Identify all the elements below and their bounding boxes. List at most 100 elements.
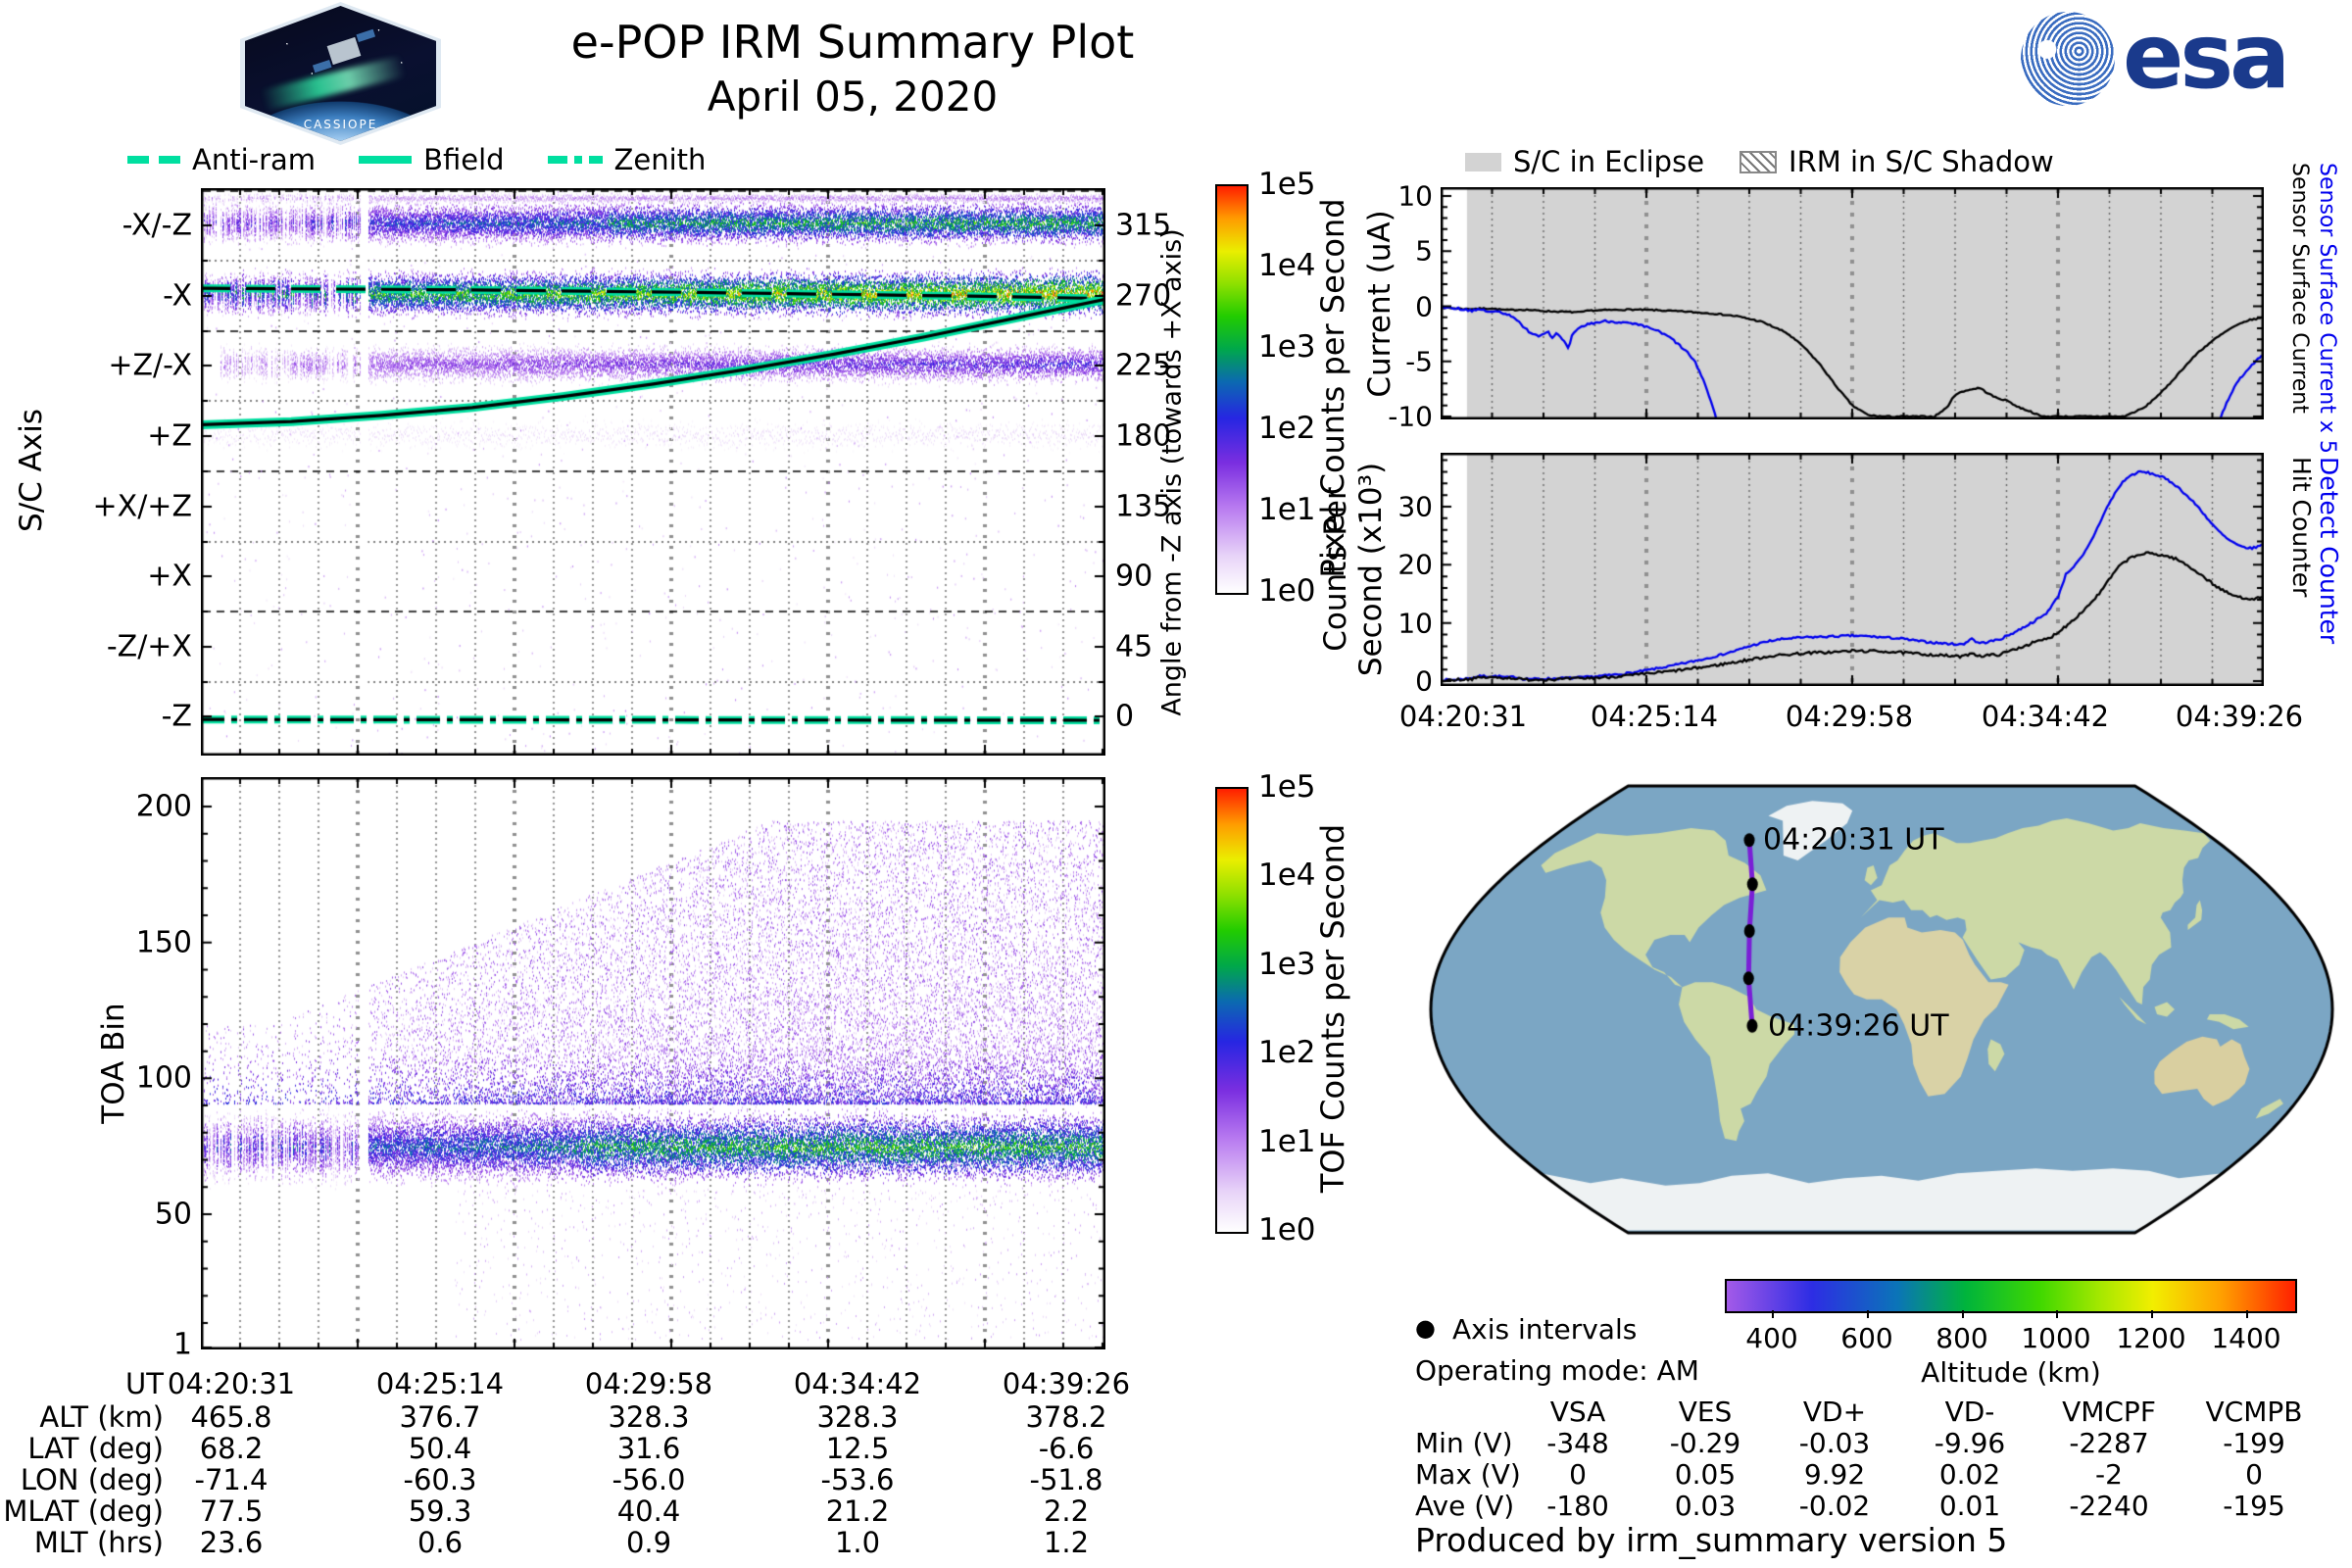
volt-cell: -9.96 [1934,1427,2006,1459]
volt-col: VMCPF [2062,1396,2156,1428]
table-cell: 12.5 [825,1432,890,1465]
time-tick: 04:39:26 [2175,700,2304,733]
volt-cell: -180 [1546,1490,1609,1522]
table-cell: 328.3 [816,1400,899,1434]
legend-bfield-label: Bfield [423,143,505,176]
angle-tick: 90 [1115,559,1153,594]
volt-col: VES [1678,1396,1733,1428]
table-cell: 0.9 [625,1526,672,1559]
tof-colorbar [1215,787,1249,1234]
cb-tick: 1e5 [1258,167,1316,202]
angle-tick: 225 [1115,348,1172,383]
volt-col: VD+ [1802,1396,1867,1428]
table-cell: 378.2 [1025,1400,1107,1434]
cassiope-mission-patch-icon: CASSIOPE [240,2,441,145]
volt-cell: -195 [2223,1490,2285,1522]
angle-tick: 45 [1115,629,1153,664]
table-cell: 50.4 [408,1432,472,1465]
cnt-ytick: 0 [1415,664,1433,698]
axis-intervals-label: Axis intervals [1452,1313,1638,1346]
map-end-time-label: 04:39:26 UT [1768,1008,1949,1044]
cb-tick: 1e0 [1258,573,1316,609]
satellite-graphic [326,36,362,66]
table-cell: 04:20:31 [167,1367,296,1400]
volt-cell: -0.02 [1798,1490,1871,1522]
sc-ytick: -X/-Z [122,208,192,243]
volt-row-label: Max (V) [1415,1458,1521,1491]
table-cell: 04:29:58 [584,1367,713,1400]
alt-tick-label: 1400 [2211,1322,2281,1354]
volt-row-label: Ave (V) [1415,1490,1515,1522]
page-title: e-POP IRM Summary Plot [570,16,1135,69]
volt-cell: 0 [1569,1458,1587,1491]
counters-right-label-black: Hit Counter [2287,457,2316,598]
volt-cell: -199 [2223,1427,2285,1459]
table-cell: 376.7 [399,1400,481,1434]
esa-globe-icon [2021,12,2115,106]
zenith-dashdot-line-icon [547,156,603,164]
map-start-time-label: 04:20:31 UT [1763,822,1944,858]
esa-wordmark: esa [2123,4,2290,109]
table-cell: 1.2 [1043,1526,1090,1559]
cb-tick: 1e4 [1258,858,1316,893]
cb-tick: 1e1 [1258,492,1316,527]
cur-ytick: 10 [1397,179,1433,213]
cb-tick: 1e3 [1258,329,1316,365]
cur-ytick: -5 [1405,345,1433,378]
patch-text: CASSIOPE [303,118,378,131]
table-row-label-ut: UT [125,1367,164,1400]
table-cell: 23.6 [199,1526,264,1559]
alt-tick-label: 800 [1936,1322,1988,1354]
bfield-solid-line-icon [359,156,413,164]
shadow-legend: S/C in Eclipse IRM in S/C Shadow [1465,145,2054,178]
table-cell: -56.0 [612,1463,686,1496]
pointing-legend: Anti-ram Bfield Zenith [127,143,706,176]
table-cell: 40.4 [616,1494,681,1528]
cb-tick: 1e2 [1258,411,1316,446]
legend-anti-ram-label: Anti-ram [192,143,317,176]
cnt-ytick: 10 [1397,607,1433,640]
volt-cell: 0.05 [1674,1458,1737,1491]
table-cell: 21.2 [825,1494,890,1528]
current-chart [1441,187,2264,419]
current-right-label-black: Sensor Surface Current [2287,163,2312,414]
world-map [1421,779,2342,1240]
eclipse-swatch-icon [1465,152,1501,172]
page-subtitle: April 05, 2020 [707,73,999,121]
alt-tick-label: 600 [1840,1322,1893,1354]
table-cell: -51.8 [1029,1463,1103,1496]
table-cell: 465.8 [190,1400,272,1434]
cb-tick: 1e2 [1258,1035,1316,1070]
shadow-hatch-swatch-icon [1740,150,1778,173]
volt-cell: -348 [1546,1427,1609,1459]
table-cell: -6.6 [1038,1432,1095,1465]
current-ylabel: Current (uA) [1362,210,1397,398]
legend-eclipse-label: S/C in Eclipse [1513,145,1705,178]
time-tick: 04:25:14 [1590,700,1719,733]
cb-tick: 1e5 [1258,769,1316,805]
footer-version-text: Produced by irm_summary version 5 [1415,1521,2008,1559]
table-cell: -71.4 [194,1463,269,1496]
toa-ylabel: TOA Bin [96,1003,131,1124]
table-cell: 04:25:14 [375,1367,505,1400]
table-cell: -60.3 [403,1463,477,1496]
pixel-colorbar [1215,184,1249,595]
legend-zenith-label: Zenith [613,143,707,176]
sc-ytick: +X [147,559,192,594]
alt-tick-label: 1000 [2021,1322,2091,1354]
counters-right-label-blue: Detect Counter [2315,457,2343,645]
table-cell: 328.3 [608,1400,690,1434]
altitude-bar-label: Altitude (km) [1921,1356,2101,1389]
table-cell: 68.2 [199,1432,264,1465]
volt-col: VD- [1944,1396,1995,1428]
counters-chart [1441,453,2264,686]
table-cell: 04:39:26 [1002,1367,1131,1400]
cnt-ytick: 30 [1397,490,1433,523]
table-cell: 1.0 [834,1526,881,1559]
volt-cell: 0.02 [1938,1458,2001,1491]
cnt-ytick: 20 [1397,548,1433,581]
volt-cell: 0.01 [1938,1490,2001,1522]
volt-col: VSA [1549,1396,1606,1428]
angle-tick: 315 [1115,208,1172,243]
